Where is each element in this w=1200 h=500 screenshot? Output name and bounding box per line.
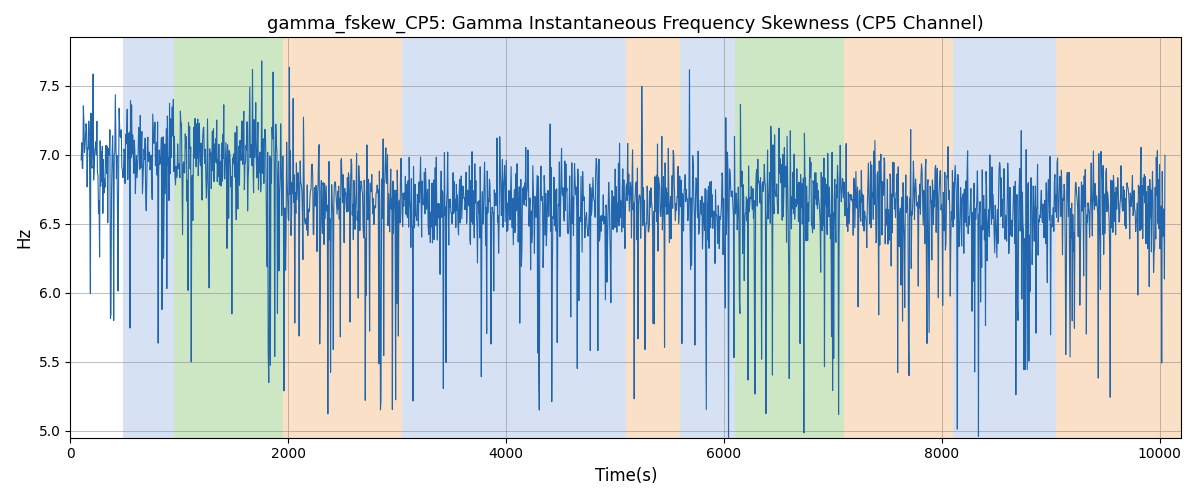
- Bar: [953, 38, 1056, 438]
- Bar: [402, 38, 443, 438]
- Bar: [1056, 38, 1181, 438]
- Bar: [844, 38, 893, 438]
- Bar: [443, 38, 625, 438]
- Y-axis label: Hz: Hz: [16, 227, 34, 248]
- Bar: [680, 38, 734, 438]
- Bar: [122, 38, 174, 438]
- X-axis label: Time(s): Time(s): [594, 467, 658, 485]
- Bar: [734, 38, 844, 438]
- Bar: [174, 38, 283, 438]
- Bar: [625, 38, 680, 438]
- Title: gamma_fskew_CP5: Gamma Instantaneous Frequency Skewness (CP5 Channel): gamma_fskew_CP5: Gamma Instantaneous Fre…: [268, 15, 984, 34]
- Bar: [893, 38, 953, 438]
- Bar: [283, 38, 402, 438]
